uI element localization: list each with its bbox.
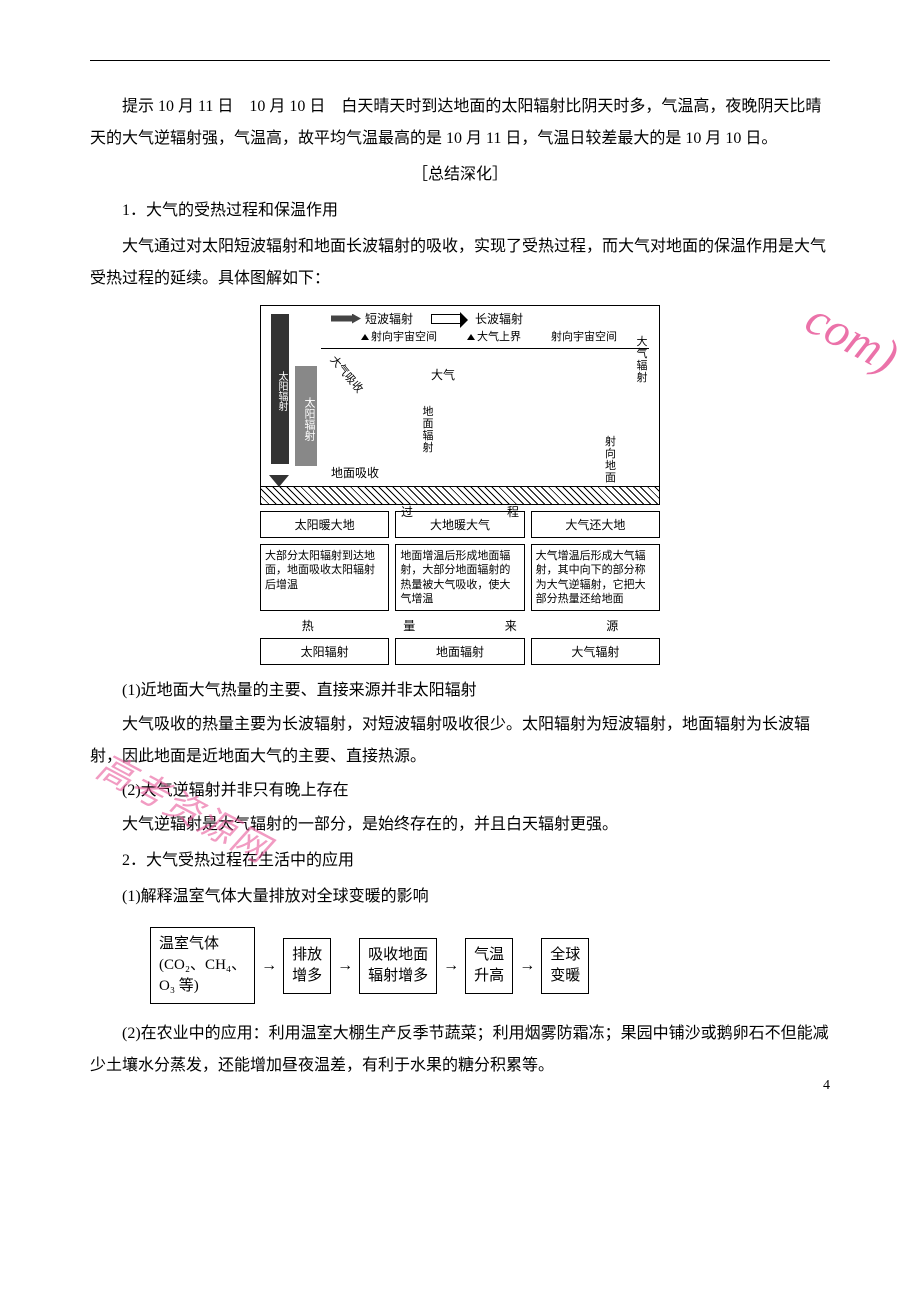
upper-limit-label: 大气上界: [477, 331, 521, 343]
chain-box-1: 温室气体 (CO₂、CH₄、 O₃ 等): [150, 927, 255, 1004]
atmosphere-radiation-col: 大气辐射: [635, 336, 649, 384]
desc-box-3: 大气增温后形成大气辐射，其中向下的部分称为大气逆辐射，它把大部分热量还给地面: [531, 544, 660, 611]
chain-box-3-l1: 吸收地面: [368, 945, 428, 966]
chain-box-2: 排放 增多: [283, 938, 331, 994]
process-box-1: 太阳暖大地: [260, 511, 389, 538]
top-rule: [90, 60, 830, 61]
sub-2-2-body: (2)在农业中的应用：利用温室大棚生产反季节蔬菜；利用烟雾防霜冻；果园中铺沙或鹅…: [90, 1018, 830, 1082]
desc-box-1: 大部分太阳辐射到达地面，地面吸收太阳辐射后增温: [260, 544, 389, 611]
absorb-label: 大气吸收: [327, 352, 368, 396]
arrow-icon: →: [337, 957, 353, 975]
atmosphere-upper-line: [321, 348, 649, 349]
sub-1-1-body: 大气吸收的热量主要为长波辐射，对短波辐射吸收很少。太阳辐射为短波辐射，地面辐射为…: [90, 709, 830, 773]
chain-box-4-l1: 气温: [474, 945, 504, 966]
atmosphere-label: 大气: [431, 366, 455, 383]
radiation-row: 太阳辐射 地面辐射 大气辐射: [260, 638, 660, 665]
rad-box-3: 大气辐射: [531, 638, 660, 665]
chain-box-4: 气温 升高: [465, 938, 513, 994]
section-1-body: 大气通过对太阳短波辐射和地面长波辐射的吸收，实现了受热过程，而大气对地面的保温作…: [90, 231, 830, 295]
atmosphere-diagram: 短波辐射 长波辐射 射向宇宙空间 大气上界 射向宇宙空间 太阳辐射 太阳辐射 大…: [90, 305, 830, 665]
sun-radiation-col-1: 太阳辐射: [271, 314, 289, 464]
space-labels: 射向宇宙空间 大气上界 射向宇宙空间: [361, 328, 617, 344]
section-2-title: 2．大气受热过程在生活中的应用: [90, 845, 830, 877]
longwave-arrow-icon: [431, 314, 461, 324]
ground-hatch: [261, 486, 659, 504]
summary-title: ［总结深化］: [90, 159, 830, 191]
chain-box-1-l1: 温室气体: [159, 934, 246, 955]
process-box-3: 大气还大地: [531, 511, 660, 538]
rad-box-2: 地面辐射: [395, 638, 524, 665]
chain-box-2-l2: 增多: [292, 966, 322, 987]
legend-shortwave: 短波辐射: [365, 310, 413, 327]
chain-box-2-l1: 排放: [292, 945, 322, 966]
shortwave-arrow-icon: [331, 314, 361, 324]
source-char-4: 源: [565, 617, 661, 634]
chain-box-5: 全球 变暖: [541, 938, 589, 994]
legend-row: 短波辐射 长波辐射: [331, 310, 523, 327]
sub-2-1-title: (1)解释温室气体大量排放对全球变暖的影响: [90, 881, 830, 913]
legend-longwave: 长波辐射: [475, 310, 523, 327]
greenhouse-chain-diagram: 温室气体 (CO₂、CH₄、 O₃ 等) → 排放 增多 → 吸收地面 辐射增多…: [150, 927, 830, 1004]
rad-box-1: 太阳辐射: [260, 638, 389, 665]
page-number: 4: [823, 1078, 830, 1094]
chain-box-5-l1: 全球: [550, 945, 580, 966]
chain-box-4-l2: 升高: [474, 966, 504, 987]
sun-radiation-col-2: 太阳辐射: [295, 366, 317, 466]
sub-1-1-title: (1)近地面大气热量的主要、直接来源并非太阳辐射: [90, 675, 830, 707]
description-row: 大部分太阳辐射到达地面，地面吸收太阳辐射后增温 地面增温后形成地面辐射，大部分地…: [260, 544, 660, 611]
process-box-2: 大地暖大气: [395, 511, 524, 538]
sub-1-2-title: (2)大气逆辐射并非只有晚上存在: [90, 775, 830, 807]
desc-box-2: 地面增温后形成地面辐射，大部分地面辐射的热量被大气吸收，使大气增温: [395, 544, 524, 611]
source-char-2: 量: [362, 617, 458, 634]
arrow-icon: →: [443, 957, 459, 975]
process-row: 过 程 太阳暖大地 大地暖大气 大气还大地: [260, 511, 660, 538]
source-char-3: 来: [463, 617, 559, 634]
arrow-icon: →: [519, 957, 535, 975]
arrow-icon: →: [261, 957, 277, 975]
chain-box-3-l2: 辐射增多: [368, 966, 428, 987]
source-char-1: 热: [260, 617, 356, 634]
chain-box-1-l3: O₃ 等): [159, 976, 246, 997]
ground-radiation-col: 地面辐射: [421, 406, 435, 454]
heat-source-label-row: 热 量 来 源: [260, 617, 660, 634]
diagram-upper-panel: 短波辐射 长波辐射 射向宇宙空间 大气上界 射向宇宙空间 太阳辐射 太阳辐射 大…: [260, 305, 660, 505]
to-ground-label: 射向地面: [605, 436, 619, 484]
space-label-2: 射向宇宙空间: [551, 328, 617, 344]
chain-box-1-l2: (CO₂、CH₄、: [159, 955, 246, 976]
hint-paragraph: 提示 10 月 11 日 10 月 10 日 白天晴天时到达地面的太阳辐射比阴天…: [90, 91, 830, 155]
section-1-title: 1．大气的受热过程和保温作用: [90, 195, 830, 227]
sub-1-2-body: 大气逆辐射是大气辐射的一部分，是始终存在的，并且白天辐射更强。: [90, 809, 830, 841]
chain-box-3: 吸收地面 辐射增多: [359, 938, 437, 994]
ground-absorb-label: 地面吸收: [331, 464, 379, 481]
chain-box-5-l2: 变暖: [550, 966, 580, 987]
space-label-1: 射向宇宙空间: [371, 331, 437, 343]
